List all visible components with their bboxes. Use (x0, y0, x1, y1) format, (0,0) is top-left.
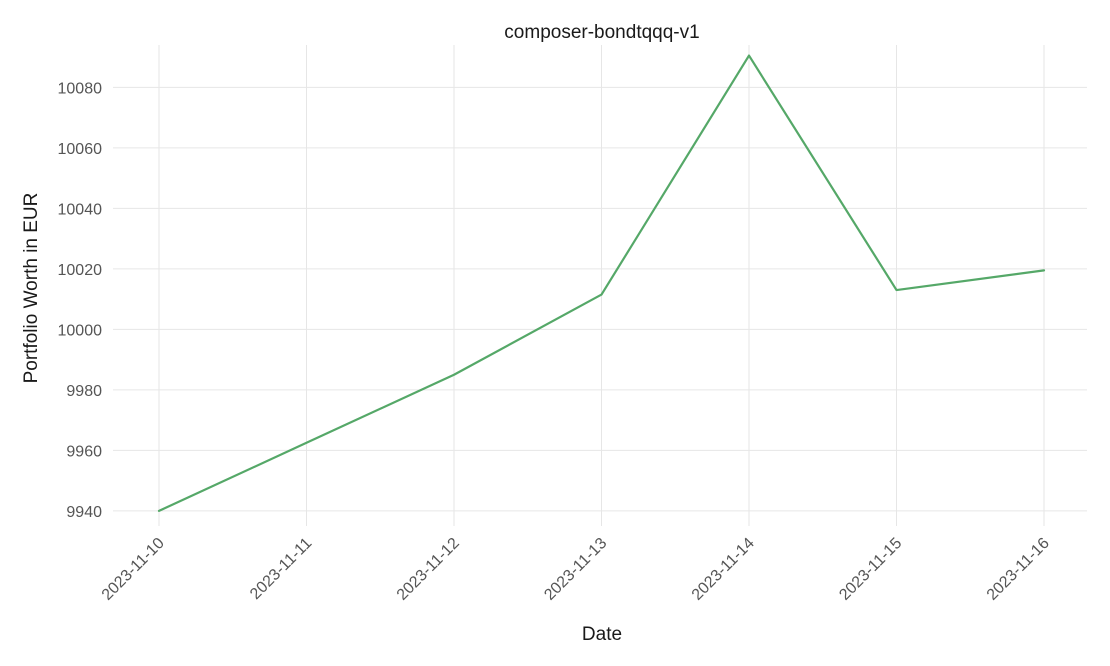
series-line (157, 54, 1046, 512)
x-tick-labels: 2023-11-10 2023-11-11 2023-11-12 2023-11-13… (99, 535, 1053, 604)
x-tick-label: 2023-11-13 (541, 535, 610, 604)
y-tick-label: 10080 (58, 80, 103, 97)
x-tick-label: 2023-11-16 (984, 535, 1053, 604)
vertical-gridlines (158, 45, 1045, 526)
x-tick-label: 2023-11-10 (99, 535, 168, 604)
y-tick-label: 9940 (66, 504, 102, 521)
y-tick-label: 9980 (66, 383, 102, 400)
x-axis-label: Date (582, 624, 622, 645)
x-tick-label: 2023-11-12 (394, 535, 463, 604)
y-tick-label: 10040 (58, 201, 103, 218)
y-tick-label: 9960 (66, 443, 102, 460)
x-tick-label: 2023-11-15 (836, 535, 905, 604)
y-tick-label: 10060 (58, 141, 103, 158)
y-tick-labels: 9940 9960 9980 10000 10020 10040 10060 10080 (58, 80, 103, 521)
series-layer (157, 54, 1046, 512)
chart-title: composer-bondtqqq-v1 (504, 22, 699, 43)
x-tick-label: 2023-11-11 (247, 535, 315, 603)
y-tick-label: 10000 (58, 322, 103, 339)
y-tick-label: 10020 (58, 262, 103, 279)
horizontal-gridlines (113, 86, 1087, 512)
x-tick-label: 2023-11-14 (689, 535, 758, 604)
y-axis-label: Portfolio Worth in EUR (21, 193, 42, 384)
